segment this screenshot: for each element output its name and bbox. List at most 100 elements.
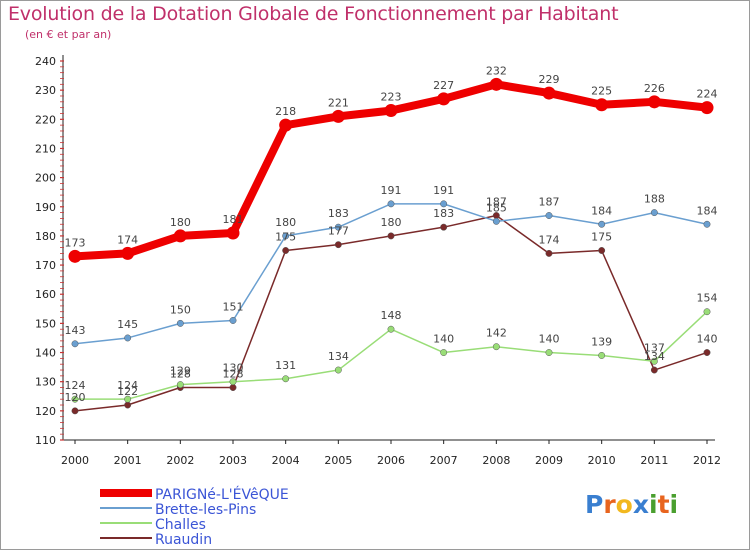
data-point bbox=[282, 375, 290, 383]
data-label: 226 bbox=[644, 82, 665, 95]
data-label: 229 bbox=[539, 73, 560, 86]
data-point bbox=[545, 249, 553, 257]
data-point bbox=[229, 378, 237, 386]
data-label: 180 bbox=[170, 216, 191, 229]
series-2 bbox=[71, 308, 711, 403]
data-label: 184 bbox=[591, 204, 612, 217]
data-label: 134 bbox=[644, 350, 665, 363]
data-point bbox=[650, 357, 658, 365]
data-point bbox=[176, 381, 184, 389]
y-tick-label: 140 bbox=[35, 347, 56, 360]
data-point bbox=[124, 395, 132, 403]
data-label: 180 bbox=[275, 216, 296, 229]
y-tick-label: 240 bbox=[35, 55, 56, 68]
data-label: 218 bbox=[275, 105, 296, 118]
x-tick-label: 2003 bbox=[219, 454, 247, 467]
y-tick-label: 110 bbox=[35, 434, 56, 447]
data-label: 188 bbox=[644, 193, 665, 206]
y-tick-label: 180 bbox=[35, 230, 56, 243]
x-tick-label: 2010 bbox=[588, 454, 616, 467]
y-tick-label: 170 bbox=[35, 259, 56, 272]
data-point bbox=[650, 209, 658, 217]
series-1 bbox=[71, 200, 711, 348]
data-point bbox=[71, 407, 79, 415]
x-tick-label: 2000 bbox=[61, 454, 89, 467]
data-point bbox=[595, 98, 609, 112]
data-label: 184 bbox=[697, 204, 718, 217]
data-label: 175 bbox=[591, 231, 612, 244]
data-point bbox=[598, 247, 606, 254]
data-label: 187 bbox=[539, 196, 560, 209]
y-tick-label: 230 bbox=[35, 84, 56, 97]
chart-title: Evolution de la Dotation Globale de Fonc… bbox=[8, 3, 619, 25]
data-labels-layer: 120 122 128 128 175 177 180 183 187 174 175 134 140 1… bbox=[65, 64, 718, 404]
data-point bbox=[647, 95, 661, 109]
x-tick-label: 2007 bbox=[430, 454, 458, 467]
data-label: 128 bbox=[170, 368, 191, 381]
y-tick-label: 160 bbox=[35, 288, 56, 301]
x-tick-label: 2002 bbox=[166, 454, 194, 467]
data-label: 129 bbox=[170, 365, 191, 378]
data-point bbox=[703, 308, 711, 316]
legend-label: Ruaudin bbox=[155, 532, 212, 548]
x-tick-label: 2006 bbox=[377, 454, 405, 467]
data-point bbox=[226, 226, 240, 240]
x-tick-label: 2009 bbox=[535, 454, 563, 467]
data-label: 128 bbox=[223, 368, 244, 381]
chart-axes: 110 120 130 140 150 160 170 180 190 200 210 220 230 2… bbox=[35, 55, 721, 467]
data-label: 137 bbox=[644, 341, 665, 354]
series-line bbox=[75, 311, 708, 400]
data-label: 122 bbox=[117, 385, 138, 398]
data-point bbox=[68, 249, 82, 263]
x-tick-label: 2004 bbox=[272, 454, 300, 467]
y-tick-label: 210 bbox=[35, 142, 56, 155]
data-point bbox=[492, 343, 500, 351]
data-label: 191 bbox=[381, 184, 402, 197]
chart-subtitle: (en € et par an) bbox=[25, 28, 112, 41]
data-label: 140 bbox=[697, 333, 718, 346]
data-point bbox=[545, 349, 553, 356]
series-0 bbox=[68, 77, 714, 263]
logo-letter: P bbox=[585, 490, 604, 519]
data-point bbox=[71, 395, 79, 403]
y-tick-label: 130 bbox=[35, 376, 56, 389]
data-point bbox=[387, 200, 395, 208]
logo-letter: i bbox=[669, 490, 679, 519]
data-label: 232 bbox=[486, 64, 507, 77]
data-label: 143 bbox=[65, 324, 86, 337]
data-label: 140 bbox=[539, 333, 560, 346]
data-point bbox=[124, 401, 132, 409]
y-tick-label: 220 bbox=[35, 113, 56, 126]
data-label: 139 bbox=[591, 335, 612, 348]
data-label: 177 bbox=[328, 225, 349, 238]
data-point bbox=[598, 220, 606, 228]
data-label: 124 bbox=[65, 379, 86, 392]
data-label: 183 bbox=[328, 207, 349, 220]
data-label: 140 bbox=[433, 333, 454, 346]
data-point bbox=[229, 384, 237, 391]
x-tick-label: 2005 bbox=[324, 454, 352, 467]
data-label: 187 bbox=[486, 196, 507, 209]
data-point bbox=[71, 340, 79, 348]
data-point bbox=[334, 223, 342, 231]
x-tick-label: 2001 bbox=[114, 454, 142, 467]
data-label: 124 bbox=[117, 379, 138, 392]
data-point bbox=[489, 77, 503, 91]
legend-label: Brette-les-Pins bbox=[155, 502, 256, 518]
x-tick-label: 2008 bbox=[482, 454, 510, 467]
data-label: 174 bbox=[117, 233, 138, 246]
data-label: 175 bbox=[275, 231, 296, 244]
logo-letter: x bbox=[632, 490, 649, 519]
data-point bbox=[440, 349, 448, 356]
data-point bbox=[176, 319, 184, 327]
data-label: 142 bbox=[486, 327, 507, 340]
logo-letter: t bbox=[657, 490, 670, 519]
data-point bbox=[545, 212, 553, 219]
data-label: 181 bbox=[223, 213, 244, 226]
proxiti-logo: Proxiti bbox=[585, 490, 678, 519]
data-label: 225 bbox=[591, 85, 612, 98]
data-point bbox=[282, 247, 290, 254]
data-point bbox=[334, 241, 342, 249]
